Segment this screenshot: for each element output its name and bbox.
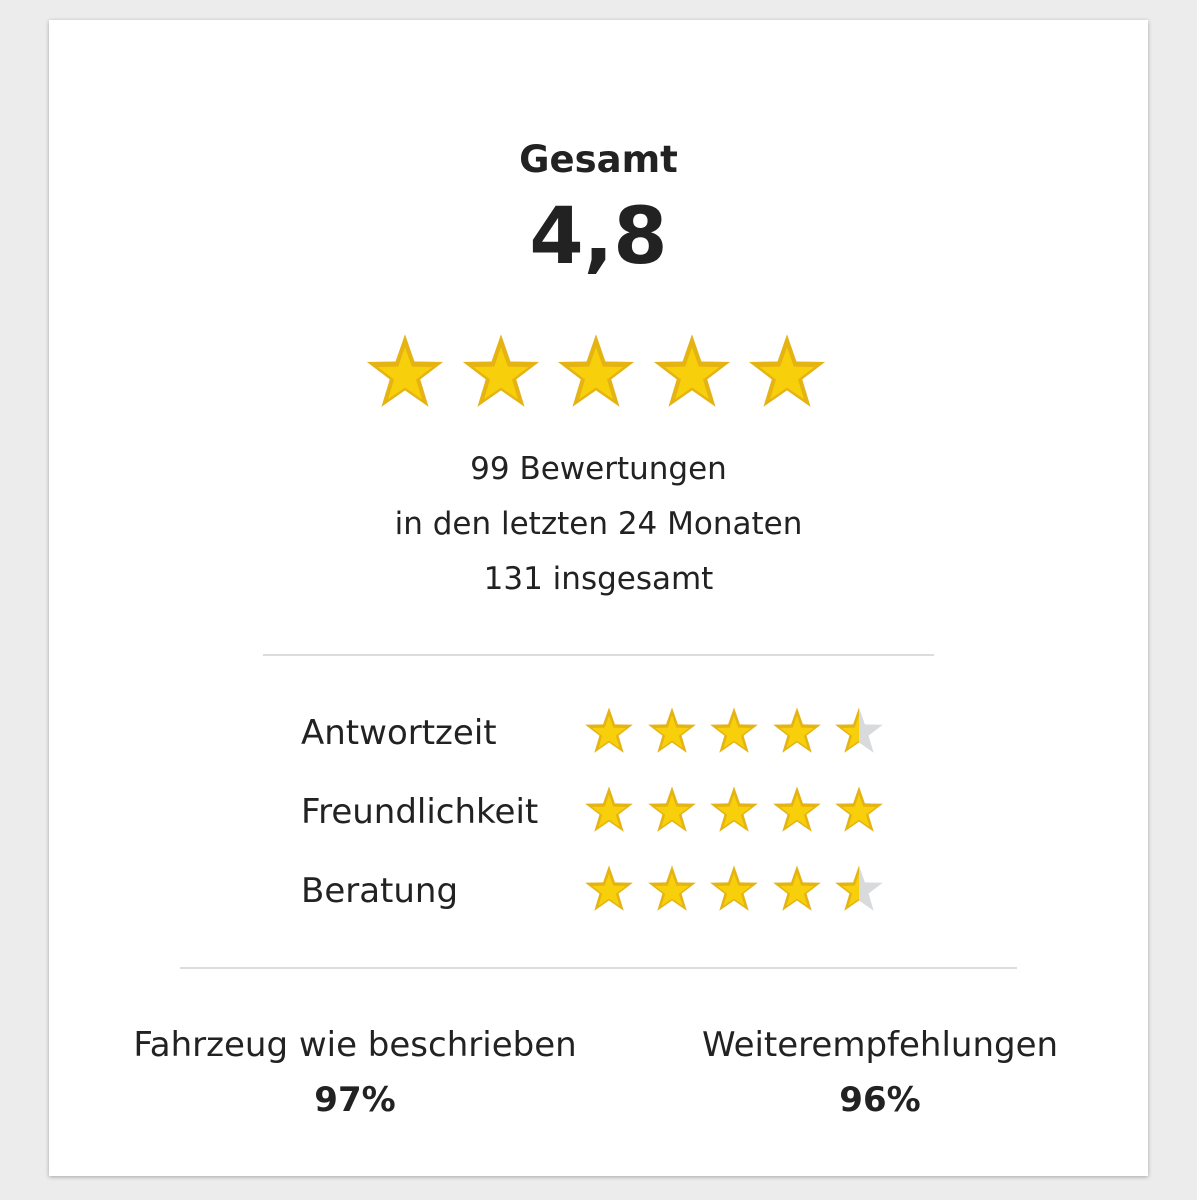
star-full-icon [748, 334, 826, 407]
star-full-icon [772, 707, 821, 753]
stat-label-vehicle-as-described: Fahrzeug wie beschrieben [133, 1025, 577, 1065]
star-full-icon [710, 786, 758, 832]
category-label-freundlichkeit: Freundlichkeit [301, 792, 539, 832]
star-full-icon [835, 786, 883, 832]
stat-value-vehicle-as-described: 97% [314, 1080, 396, 1120]
category-label-beratung: Beratung [301, 871, 459, 911]
star-full-icon [647, 865, 696, 911]
star-full-icon [366, 334, 444, 407]
star-full-icon [653, 334, 730, 407]
reviews-count: 99 Bewertungen [470, 451, 727, 487]
star-half-icon [835, 865, 883, 911]
star-full-icon [462, 334, 539, 407]
star-full-icon [557, 334, 635, 407]
divider [263, 654, 934, 656]
category-label-antwortzeit: Antwortzeit [301, 713, 497, 753]
star-full-icon [585, 786, 633, 832]
star-half-icon [835, 707, 883, 753]
star-full-icon [772, 865, 821, 911]
star-full-icon [710, 707, 758, 753]
star-full-icon [710, 865, 758, 911]
reviews-total: 131 insgesamt [483, 561, 714, 597]
star-full-icon [585, 865, 633, 911]
star-full-icon [772, 786, 821, 832]
divider [180, 967, 1017, 969]
overall-score: 4,8 [529, 192, 668, 282]
stat-value-recommendations: 96% [839, 1080, 921, 1120]
overall-title: Gesamt [519, 138, 678, 181]
star-full-icon [647, 786, 696, 832]
rating-card: Gesamt 4,8 99 Bewertungen in den letzten… [49, 20, 1148, 1176]
star-full-icon [647, 707, 696, 753]
reviews-period: in den letzten 24 Monaten [394, 506, 803, 542]
star-full-icon [585, 707, 633, 753]
stat-label-recommendations: Weiterempfehlungen [701, 1025, 1059, 1065]
